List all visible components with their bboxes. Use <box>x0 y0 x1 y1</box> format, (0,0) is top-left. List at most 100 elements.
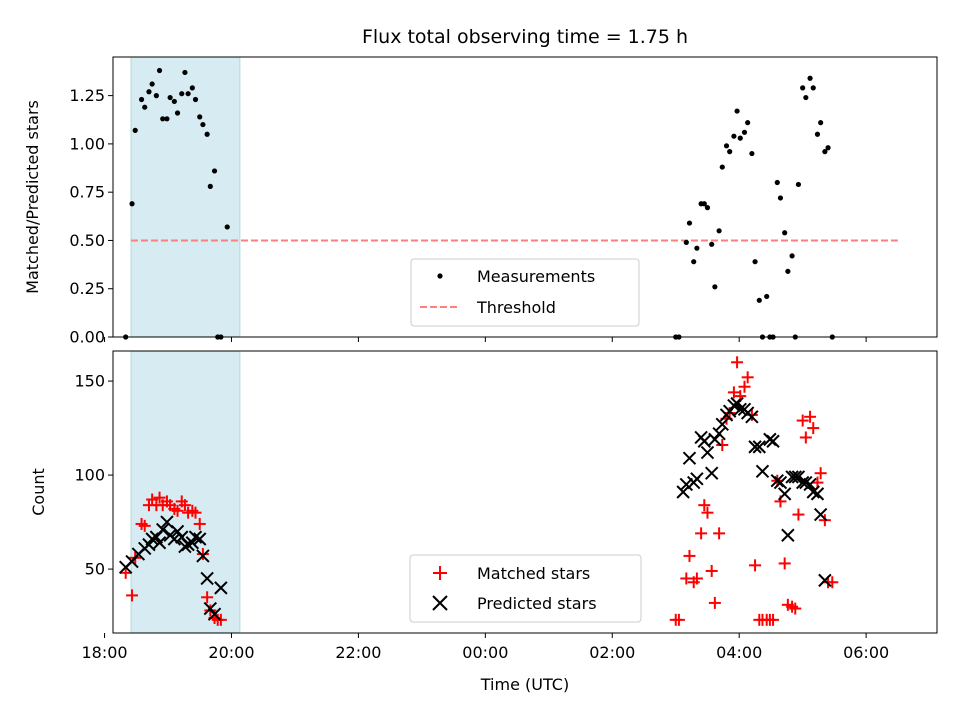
measurement-point <box>756 297 762 303</box>
matched-star-point <box>178 499 191 512</box>
y-tick-label: 0.00 <box>69 328 105 347</box>
predicted-star-point <box>785 470 799 484</box>
matched-star-point <box>672 613 685 626</box>
predicted-star-point <box>712 427 726 441</box>
predicted-star-point <box>745 410 759 424</box>
y-tick-label: 1.25 <box>69 86 105 105</box>
threshold-legend-label: Threshold <box>476 298 556 317</box>
predicted-star-point <box>715 417 729 432</box>
predicted-star-point <box>752 440 767 454</box>
matched-star-point <box>683 549 696 562</box>
measurement-point <box>138 96 145 103</box>
matched-star-point <box>713 527 726 540</box>
x-tick-label: 06:00 <box>843 643 889 662</box>
top-legend-box <box>410 258 640 327</box>
predicted-star-point <box>818 573 832 588</box>
matched-star-point <box>749 559 762 572</box>
predicted-star-point <box>200 571 214 586</box>
measurement-point <box>789 253 795 259</box>
matched-star-point <box>201 591 214 604</box>
y-tick-label: 50 <box>85 560 105 579</box>
measurement-point <box>795 181 802 188</box>
x-tick-label: 22:00 <box>335 643 381 662</box>
bottom-y-ticks: 50 100 150 <box>74 372 113 579</box>
top-observing-window <box>130 56 241 338</box>
x-tick-label: 04:00 <box>716 643 762 662</box>
matched-star-point <box>814 467 827 480</box>
bottom-legend: Matched stars Predicted stars <box>409 554 642 623</box>
matched-star-point <box>701 506 714 519</box>
matched-star-point <box>731 356 744 369</box>
measurement-point <box>701 201 707 207</box>
measurement-point <box>752 259 758 265</box>
matched-star-point <box>792 508 805 521</box>
y-tick-label: 0.25 <box>69 279 105 298</box>
matched-star-point <box>695 527 708 540</box>
predicted-star-point <box>697 434 711 448</box>
measurements-legend-label: Measurements <box>477 267 595 286</box>
measurement-point <box>745 120 751 126</box>
measurement-point <box>814 131 821 137</box>
matched-star-point <box>196 548 209 561</box>
top-marks <box>123 67 898 340</box>
predicted-star-point <box>748 440 762 454</box>
predicted-star-point <box>700 445 715 460</box>
predicted-star-point <box>806 485 820 499</box>
matched-star-point <box>799 431 812 444</box>
top-x-ticks <box>104 337 867 342</box>
measurement-point <box>167 94 173 101</box>
measurement-point <box>142 104 148 110</box>
measurement-point <box>153 93 159 99</box>
matched-star-point <box>690 572 703 585</box>
top-legend: Measurements Threshold <box>410 258 640 327</box>
predicted-star-point <box>152 536 167 550</box>
measurement-point <box>777 195 784 201</box>
measurement-point <box>156 67 163 74</box>
bottom-y-axis-label: Count <box>29 468 48 516</box>
predicted-star-point <box>766 434 780 448</box>
predicted-star-point <box>214 581 228 595</box>
measurement-point <box>704 205 711 211</box>
measurement-point <box>189 85 195 91</box>
measurement-point <box>723 143 730 149</box>
measurement-point <box>182 69 188 76</box>
matched-star-point <box>796 414 809 427</box>
measurement-point <box>146 89 152 95</box>
matched-star-point <box>680 572 693 585</box>
matched-star-point <box>778 557 791 570</box>
bottom-x-ticks: 18:00 20:00 22:00 00:00 02:00 04:00 06:00 <box>81 633 889 662</box>
measurement-point <box>149 81 155 87</box>
measurement-point <box>749 150 755 157</box>
measurement-point <box>174 110 181 116</box>
predicted-star-point <box>704 466 719 480</box>
measurement-point <box>200 121 206 128</box>
measurement-point <box>716 228 722 234</box>
measurement-point <box>727 149 733 155</box>
predicted-star-point <box>810 487 825 501</box>
predicted-star-point <box>813 507 828 522</box>
measurement-point <box>810 85 816 91</box>
measurement-point <box>731 133 737 139</box>
measurement-point <box>803 94 809 101</box>
predicted-star-point <box>777 487 792 501</box>
measurement-point <box>712 284 718 290</box>
measurement-point <box>734 108 740 114</box>
measurement-point <box>774 179 780 186</box>
matched-star-point <box>807 422 820 435</box>
measurement-point <box>211 168 218 174</box>
matched-star-point <box>153 491 166 504</box>
measurement-point <box>224 224 230 230</box>
y-tick-label: 1.00 <box>69 134 105 153</box>
measurement-point <box>719 164 725 170</box>
bottom-marks <box>118 356 839 626</box>
measurement-point <box>694 245 700 251</box>
predicted-star-point <box>799 475 813 490</box>
matched-star-point <box>698 499 711 512</box>
bottom-axes: 50 100 150 18:00 20:00 22:00 00:00 02:00 04:00 0… <box>29 350 938 694</box>
matched-star-point <box>138 519 151 532</box>
y-tick-label: 150 <box>74 372 105 391</box>
x-tick-label: 18:00 <box>81 643 127 662</box>
measurement-point <box>737 135 743 141</box>
measurement-point <box>807 75 813 81</box>
